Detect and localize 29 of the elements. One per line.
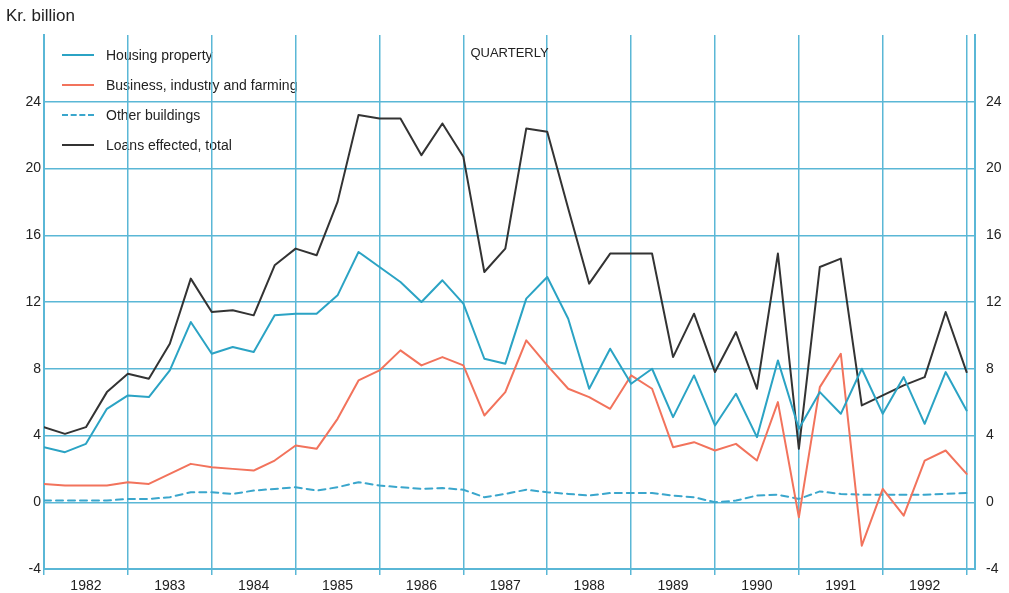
y-tick-label: 20 xyxy=(25,159,42,176)
x-tick-label: 1990 xyxy=(741,577,773,593)
x-tick-label: 1986 xyxy=(405,577,438,593)
y-tick-label: 24 xyxy=(25,92,42,109)
x-tick-label: 1985 xyxy=(321,577,354,593)
line-series xyxy=(44,481,968,504)
y-tick-label: 4 xyxy=(33,426,42,443)
x-tick-label: 1983 xyxy=(154,577,186,593)
y-tick-label: 8 xyxy=(33,359,42,376)
y-tick-label: 16 xyxy=(25,226,42,243)
y-tick-label: 0 xyxy=(33,493,42,510)
y2-tick-label: 8 xyxy=(986,359,994,376)
x-tick-label: 1992 xyxy=(909,577,941,593)
x-tick-label: 1991 xyxy=(825,577,857,593)
x-tick-label: 1989 xyxy=(657,577,689,593)
y2-tick-label: 4 xyxy=(986,426,994,443)
y2-tick-label: 20 xyxy=(986,159,1002,176)
y-tick-label: -4 xyxy=(28,559,42,576)
x-tick-label: 1984 xyxy=(238,577,270,593)
x-tick-label: 1988 xyxy=(573,577,605,593)
y2-tick-label: 0 xyxy=(986,493,994,510)
y-tick-label: 12 xyxy=(25,292,42,309)
y2-tick-label: 12 xyxy=(986,292,1002,309)
y2-tick-label: 16 xyxy=(986,226,1002,243)
x-tick-label: 1987 xyxy=(489,577,522,593)
y2-tick-label: 24 xyxy=(986,92,1002,109)
x-tick-label: 1982 xyxy=(70,577,102,593)
y-axis-title: Kr. billion xyxy=(6,6,75,26)
y2-tick-label: -4 xyxy=(986,559,999,576)
